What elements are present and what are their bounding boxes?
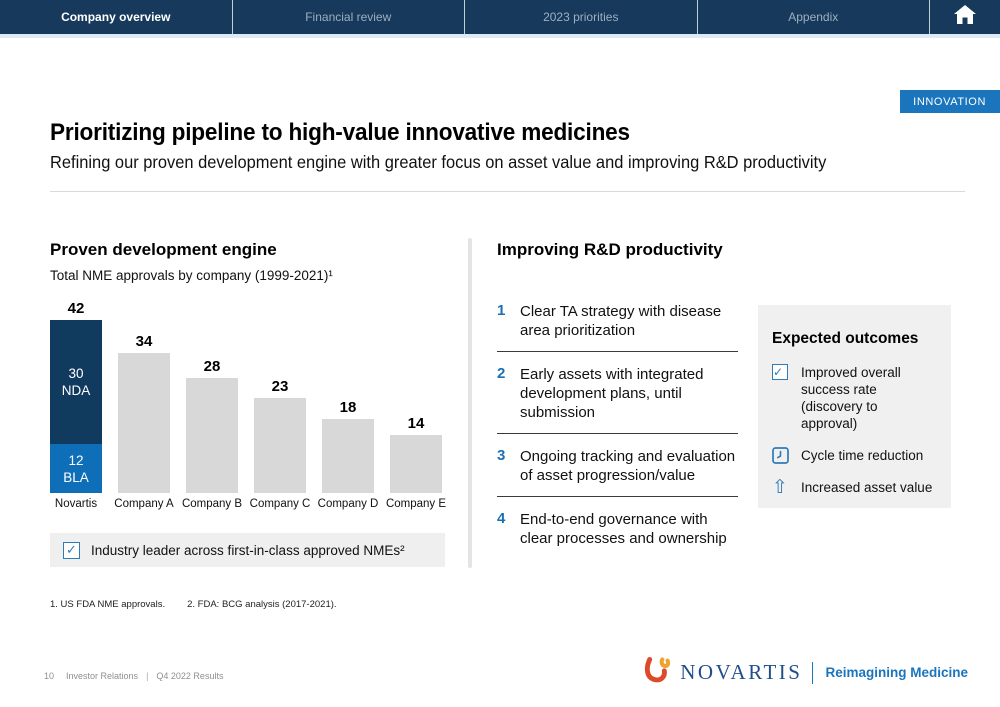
nda-segment: 30 NDA [50,320,102,444]
tab-financial-review[interactable]: Financial review [233,0,465,34]
tab-appendix[interactable]: Appendix [698,0,930,34]
footer-meta: 10 Investor Relations | Q4 2022 Results [44,671,223,681]
footer-separator: | [146,671,149,681]
rd-productivity-steps: 1 Clear TA strategy with disease area pr… [497,302,738,572]
home-icon [954,5,976,29]
novartis-flame-icon [644,655,671,690]
bar-category-label: Company B [181,498,243,510]
industry-leader-callout: ✓ Industry leader across first-in-class … [50,533,445,567]
bar-company-b: 28 Company B [182,300,242,510]
nda-label: NDA [61,383,91,398]
bar [322,419,374,493]
footer-section: Investor Relations [66,671,139,681]
bar [254,398,306,493]
footnote-1: 1. US FDA NME approvals. [50,599,166,610]
bar-value-label: 34 [135,333,153,350]
step-2: 2 Early assets with integrated developme… [497,365,738,434]
bar-category-label: Company C [249,498,311,510]
bla-value: 12 [68,452,84,468]
bar [118,353,170,493]
checkbox-icon: ✓ [63,541,80,559]
novartis-tagline: Reimagining Medicine [825,665,968,680]
bar-value-label: 23 [271,378,289,395]
page-title: Prioritizing pipeline to high-value inno… [50,119,630,146]
step-text: End-to-end governance with clear process… [520,511,727,547]
bar [186,378,238,493]
logo-divider [812,661,814,684]
bar-company-a: 34 Company A [114,300,173,510]
footer-report: Q4 2022 Results [156,671,224,681]
nda-value: 30 [68,366,84,381]
callout-text: Industry leader across first-in-class ap… [91,542,405,558]
bar-value-label: 28 [203,358,221,375]
bar-company-c: 23 Company C [250,300,311,510]
bar-value-label: 42 [67,300,85,317]
step-text: Ongoing tracking and evaluation of asset… [520,448,736,484]
step-number: 1 [497,302,506,319]
bar-category-label: Novartis [54,498,98,510]
bar-category-label: Company E [385,498,447,510]
outcome-asset-value: ⇧ Increased asset value [772,476,937,498]
outcome-text: Cycle time reduction [801,448,924,463]
step-number: 4 [497,510,506,527]
step-number: 2 [497,365,506,382]
bar-novartis: 42 30 NDA 12 BLA Novartis [50,300,102,510]
innovation-badge: INNOVATION [900,90,1000,113]
slide-header: Prioritizing pipeline to high-value inno… [50,119,826,173]
outcome-success-rate: ✓ Improved overall success rate (discove… [772,364,937,432]
bar-company-d: 18 Company D [318,300,379,510]
bar-value-label: 18 [339,399,357,416]
outcome-cycle-time: Cycle time reduction [772,447,937,464]
step-text: Early assets with integrated development… [520,366,704,421]
home-button[interactable] [930,0,1000,34]
bar-category-label: Company D [317,498,379,510]
step-1: 1 Clear TA strategy with disease area pr… [497,302,738,352]
tab-2023-priorities[interactable]: 2023 priorities [465,0,698,34]
header-divider [50,191,965,192]
outcomes-heading: Expected outcomes [772,330,919,347]
bar-company-e: 14 Company E [386,300,446,510]
step-3: 3 Ongoing tracking and evaluation of ass… [497,447,738,497]
column-divider [468,238,472,568]
bla-segment: 12 BLA [50,444,102,493]
outcome-text: Improved overall success rate (discovery… [801,365,901,431]
bla-label: BLA [63,469,89,485]
step-text: Clear TA strategy with disease area prio… [520,303,722,339]
expected-outcomes-box: Expected outcomes ✓ Improved overall suc… [758,305,951,508]
page-number: 10 [44,671,55,681]
step-number: 3 [497,447,506,464]
bar-category-label: Company A [114,498,174,510]
nme-approvals-bar-chart: 42 30 NDA 12 BLA Novartis 34 Company A 2… [50,300,446,510]
novartis-logo: NOVARTIS Reimagining Medicine [644,655,968,690]
top-nav: Company overview Financial review 2023 p… [0,0,1000,38]
right-section-heading: Improving R&D productivity [497,240,723,259]
left-section-heading: Proven development engine [50,240,277,259]
novartis-wordmark: NOVARTIS [680,660,803,684]
arrow-up-icon: ⇧ [772,476,788,498]
footnote-2: 2. FDA: BCG analysis (2017-2021). [187,599,337,610]
checkbox-icon: ✓ [772,364,788,380]
page-subtitle: Refining our proven development engine w… [50,152,827,172]
bar [390,435,442,493]
clock-icon [772,447,790,464]
outcome-text: Increased asset value [801,480,933,495]
chart-caption: Total NME approvals by company (1999-202… [50,268,333,283]
stacked-bar: 30 NDA 12 BLA [50,320,102,493]
tab-company-overview[interactable]: Company overview [0,0,233,34]
step-4: 4 End-to-end governance with clear proce… [497,510,738,559]
footnotes: 1. US FDA NME approvals. 2. FDA: BCG anal… [50,599,359,610]
bar-value-label: 14 [407,415,425,432]
